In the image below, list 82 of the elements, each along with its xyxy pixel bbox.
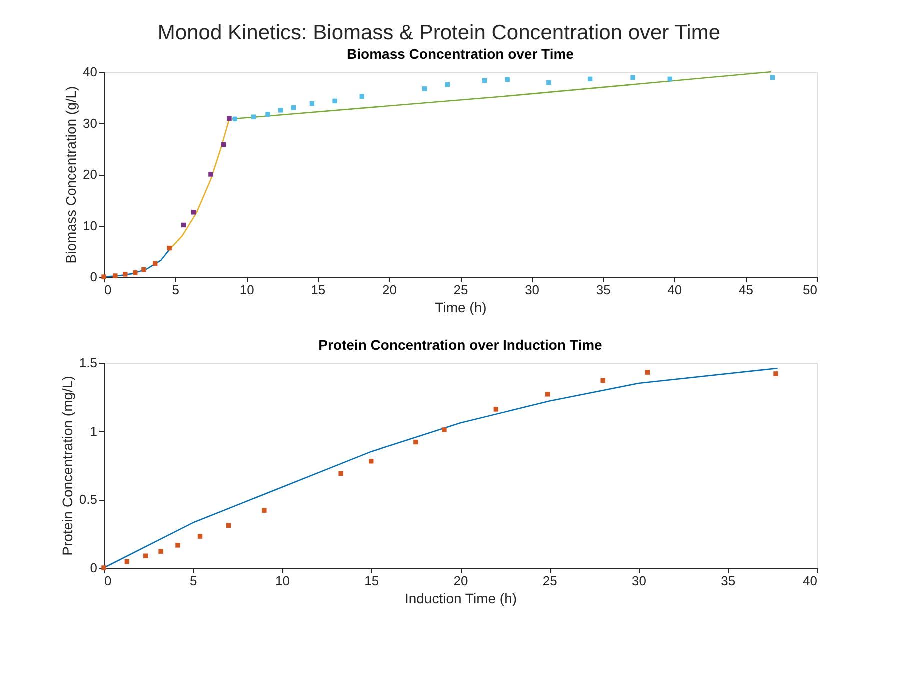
point — [414, 440, 418, 445]
x-tick-label: 35 — [596, 282, 611, 298]
point — [102, 566, 106, 570]
y-tick-label: 10 — [83, 218, 98, 234]
point — [482, 78, 488, 84]
point — [144, 554, 148, 558]
x-tick-label: 30 — [632, 574, 646, 588]
x-tick-label: 35 — [721, 574, 736, 588]
x-tick-label: 40 — [803, 574, 818, 588]
point — [182, 222, 186, 228]
x-tick-label: 50 — [803, 282, 818, 298]
y-tick-label: 30 — [83, 116, 98, 131]
y-tick-label: 0 — [90, 560, 98, 576]
point — [102, 274, 106, 280]
point — [770, 75, 776, 80]
y-axis-title: Protein Concentration (mg/L) — [59, 376, 76, 556]
x-tick-label: 15 — [364, 574, 380, 588]
point — [167, 246, 172, 251]
y-tick-label: 20 — [83, 167, 98, 182]
point — [494, 407, 498, 412]
point — [251, 114, 256, 120]
point — [338, 471, 344, 476]
x-tick-label: 10 — [240, 282, 254, 298]
point — [278, 108, 284, 113]
x-tick-label: 25 — [542, 574, 558, 588]
point — [774, 372, 778, 376]
point — [227, 116, 232, 121]
point — [588, 76, 593, 82]
point — [422, 86, 428, 92]
y-tick-label: 1.5 — [79, 356, 98, 370]
chart-subtitle: Biomass Concentration over Time — [347, 46, 574, 62]
point — [142, 267, 146, 272]
x-tick-label: 0 — [104, 282, 112, 298]
point — [291, 106, 296, 110]
point — [332, 98, 338, 104]
point — [208, 172, 214, 177]
point — [266, 112, 270, 117]
point — [668, 76, 672, 82]
point — [600, 378, 606, 384]
point — [546, 80, 552, 86]
point — [198, 534, 203, 539]
point — [221, 142, 226, 148]
x-tick-label: 25 — [454, 282, 468, 298]
x-tick-label: 20 — [382, 282, 397, 298]
point — [630, 75, 636, 80]
x-tick-label: 45 — [738, 282, 754, 298]
x-tick-label: 10 — [276, 574, 290, 588]
x-tick-label: 5 — [190, 574, 198, 588]
x-tick-label: 15 — [311, 282, 326, 298]
point — [445, 82, 450, 88]
point — [176, 543, 180, 548]
point — [262, 508, 267, 513]
point — [369, 459, 374, 464]
point — [133, 270, 138, 276]
x-axis-title: Time (h) — [435, 300, 487, 316]
chart-title: Protein Concentration over Induction Time — [318, 337, 603, 353]
point — [113, 274, 118, 278]
y-tick-label: 1 — [90, 424, 98, 439]
point — [124, 560, 130, 564]
point — [226, 523, 232, 528]
x-axis-title: Induction Time (h) — [404, 590, 518, 606]
x-tick-label: 20 — [454, 574, 468, 588]
x-tick-label: 0 — [104, 574, 112, 588]
chart-title: Monod Kinetics: Biomass & Protein Concentration over Time — [158, 22, 721, 44]
point — [360, 94, 364, 99]
x-tick-label: 5 — [172, 282, 180, 298]
point — [645, 370, 650, 375]
point — [232, 116, 238, 122]
x-tick-label: 30 — [525, 282, 540, 298]
y-tick-label: 0 — [90, 270, 98, 284]
point — [191, 210, 196, 215]
point — [545, 392, 550, 397]
point — [158, 549, 164, 554]
x-tick-label: 40 — [668, 282, 682, 298]
y-tick-label: 40 — [83, 64, 98, 80]
point — [442, 428, 447, 432]
point — [152, 261, 158, 266]
y-tick-label: 0.5 — [79, 492, 98, 508]
point — [310, 101, 315, 106]
y-axis-title: Biomass Concentration (g/L) — [63, 86, 80, 264]
point — [505, 77, 510, 82]
point — [123, 272, 128, 277]
